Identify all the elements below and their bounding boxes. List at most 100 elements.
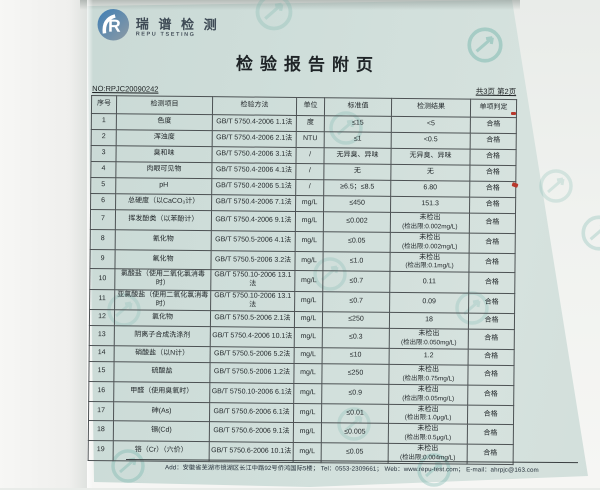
cell-unit: mg/L (294, 347, 323, 364)
cell-item: 氯酸盐（使用二氧化氯消毒时） (114, 268, 211, 291)
cell-result: 未检出 (检出限:0.1mg/L) (389, 251, 470, 273)
cell-no: 4 (90, 161, 116, 178)
cell-standard: ≤0.01 (321, 403, 389, 424)
cell-method: GB/T 5750.5-2006 2.1法 (210, 310, 295, 328)
cell-item: 亚氯酸盐（使用二氧化氯消毒时） (114, 289, 211, 311)
cell-method: GB/T 5750.5-2006 4.1法 (211, 230, 296, 251)
cell-no: 2 (91, 129, 117, 146)
cell-verdict: 合格 (469, 213, 516, 234)
cell-result: <0.5 (391, 132, 471, 150)
cell-result: 未检出 (检出限:1.0μg/L) (388, 403, 468, 425)
cell-result: 151.3 (390, 196, 470, 214)
cell-result: 0.11 (389, 271, 469, 293)
cell-item: 挥发酚类（以苯酚计） (115, 209, 212, 231)
cell-no: 9 (89, 248, 116, 269)
cell-verdict: 合格 (470, 117, 517, 134)
cell-item: 硝酸盐（以N计） (114, 345, 211, 363)
cell-verdict: 合格 (469, 165, 516, 182)
paper-top-shadow (80, 0, 520, 10)
cell-standard: ≤450 (323, 195, 391, 213)
cell-method: GB/T 5750.4-2006 5.1法 (211, 178, 296, 196)
cell-verdict: 合格 (468, 252, 516, 273)
cell-no: 14 (89, 345, 115, 362)
company-logo-block: R 瑞 谱 检 测 REPU TSETING (96, 7, 518, 49)
cell-no: 17 (88, 400, 114, 421)
cell-result: 未检出 (检出限:0.002mg/L) (390, 232, 470, 253)
cell-no: 6 (90, 193, 116, 210)
cell-unit: mg/L (295, 231, 324, 252)
col-header-item: 检测项目 (116, 95, 213, 115)
cell-verdict: 合格 (468, 349, 515, 366)
cell-standard: ≤0.005 (321, 422, 389, 444)
cell-unit: NTU (296, 131, 325, 148)
cell-standard: ≤0.002 (323, 211, 391, 233)
cell-standard: ≤250 (321, 363, 390, 385)
cell-unit: mg/L (293, 402, 322, 423)
col-header-result: 检测结果 (391, 98, 471, 118)
cell-verdict: 合格 (469, 232, 516, 254)
cell-no: 8 (90, 229, 116, 250)
cell-result: 未检出 (检出限:0.050mg/L) (389, 328, 469, 350)
cell-result: 6.80 (390, 180, 470, 198)
cell-verdict: 合格 (468, 313, 515, 330)
cell-method: GB/T 5750.4-2006 2.1法 (212, 130, 297, 148)
cell-verdict: 合格 (470, 133, 517, 150)
cell-no: 12 (89, 309, 115, 326)
cell-no: 19 (88, 440, 114, 461)
col-header-unit: 单位 (296, 97, 325, 116)
cell-result: 未检出 (检出限:0.5μg/L) (388, 423, 468, 445)
cell-standard: 无 (323, 163, 391, 181)
cell-unit: 度 (296, 115, 325, 132)
report-content: R 瑞 谱 检 测 REPU TSETING 检验报告附页 NO:RPJC200… (88, 4, 518, 465)
report-number: NO:RPJC20090242 (92, 84, 159, 94)
cell-result: 0.09 (389, 292, 469, 314)
col-header-no: 序号 (91, 95, 117, 114)
cell-unit: mg/L (294, 311, 323, 328)
col-header-verdict: 单项判定 (470, 99, 517, 118)
cell-item: 总硬度（以CaCO₃计） (115, 193, 212, 211)
cell-no: 18 (88, 420, 114, 441)
cell-verdict: 合格 (468, 329, 515, 350)
cell-standard: ≤15 (324, 115, 392, 133)
cell-method: GB/T 5750.4-2006 10.1法 (210, 326, 295, 348)
cell-method: GB/T 5750.6-2006 6.1法 (209, 402, 294, 423)
cell-verdict: 合格 (467, 365, 515, 386)
cell-standard: 无异臭、异味 (323, 147, 392, 165)
repu-circle-r-logo-icon: R (96, 7, 131, 47)
cell-unit: / (295, 147, 325, 164)
cell-no: 7 (90, 209, 116, 230)
cell-no: 3 (90, 145, 117, 162)
cell-method: GB/T 5750.10-2006 6.1法 (209, 382, 294, 403)
page-left-margin (0, 0, 87, 488)
cell-method: GB/T 5750.6-2006 9.1法 (209, 421, 294, 443)
col-header-method: 检验方法 (212, 96, 297, 116)
paper-left-edge-highlight (87, 0, 93, 488)
cell-no: 10 (89, 268, 115, 290)
cell-item: 氯化物 (114, 309, 211, 327)
cell-no: 11 (89, 289, 115, 310)
cell-method: GB/T 5750.4-2006 9.1法 (211, 210, 296, 232)
cell-no: 15 (88, 361, 115, 382)
cell-no: 5 (90, 177, 116, 194)
cell-verdict: 合格 (467, 424, 514, 445)
cell-verdict: 合格 (468, 272, 515, 294)
red-ink-mark (511, 112, 516, 115)
cell-standard: ≤0.9 (321, 383, 389, 404)
cell-verdict: 合格 (467, 384, 514, 406)
cell-result: 1.2 (389, 348, 469, 366)
cell-item: 色度 (116, 113, 213, 131)
cell-no: 16 (88, 381, 114, 402)
watermark-logo-icon (578, 212, 600, 254)
cell-standard: ≤0.05 (323, 231, 391, 252)
cell-item: 硫酸盐 (113, 361, 211, 383)
cell-method: GB/T 5750.4-2006 1.1法 (212, 114, 297, 132)
cell-item: 甲醛（使用臭氧时） (113, 381, 210, 403)
cell-standard: ≤1 (324, 131, 392, 149)
cell-result: <5 (391, 116, 471, 134)
cell-unit: mg/L (293, 383, 322, 404)
cell-unit: / (295, 163, 324, 180)
cell-result: 未检出 (检出限:0.002mg/L) (390, 212, 470, 233)
cell-method: GB/T 5750.10-2006 13.1法 (210, 269, 295, 292)
cell-verdict: 合格 (469, 197, 516, 214)
